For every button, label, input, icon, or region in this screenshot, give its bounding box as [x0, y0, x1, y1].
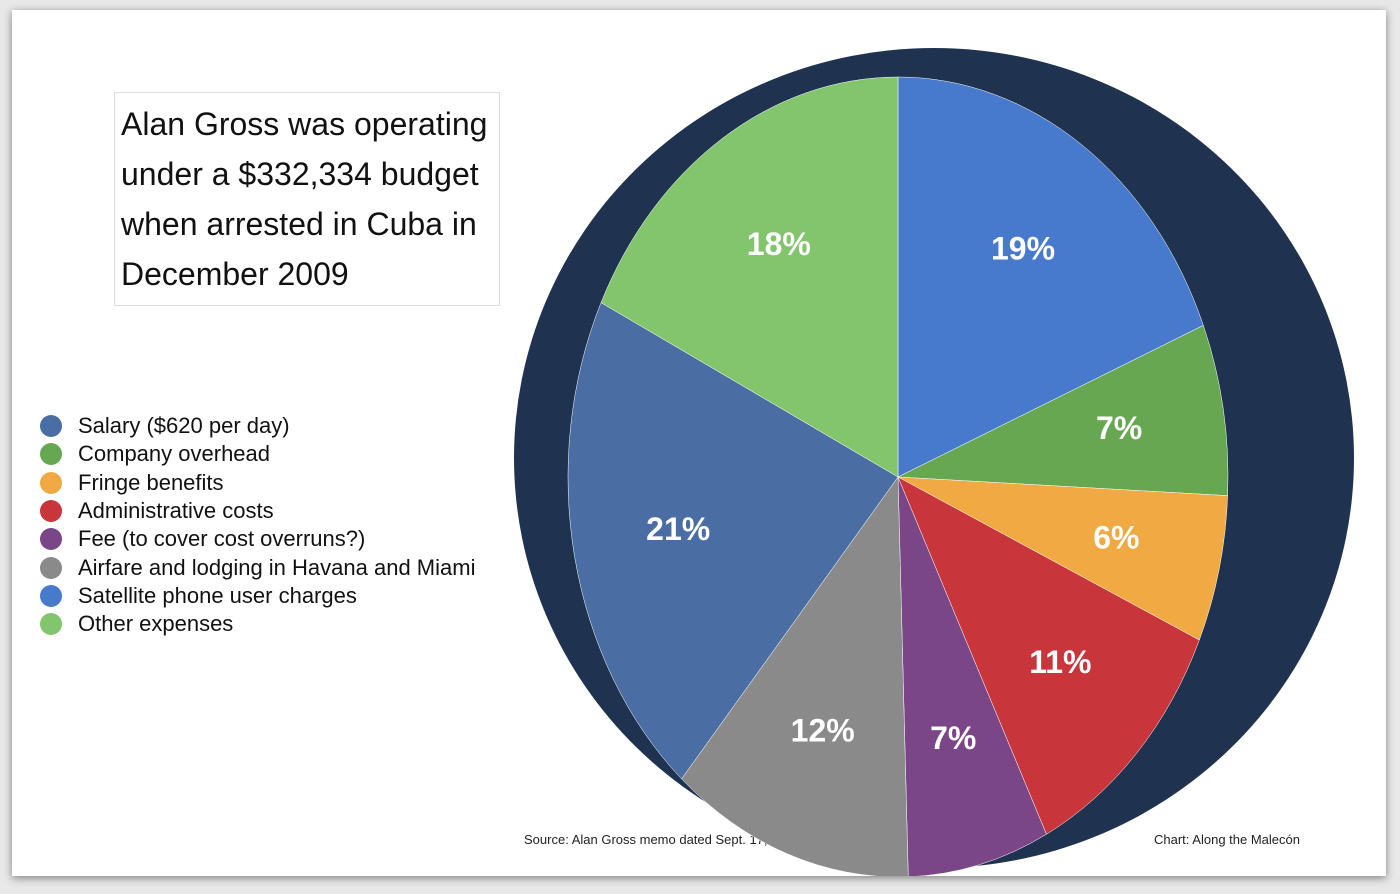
pie-slice: [567, 302, 899, 780]
page: Alan Gross was operating under a $332,33…: [12, 10, 1386, 876]
pie-slice: [600, 76, 899, 478]
legend-swatch: [40, 584, 62, 607]
chart-title: Alan Gross was operating under a $332,33…: [114, 92, 500, 306]
legend-swatch: [40, 443, 62, 466]
legend-swatch: [40, 415, 62, 438]
legend-label: Fee (to cover cost overruns?): [78, 526, 366, 552]
slice-label: 7%: [930, 720, 976, 756]
pie-slice: [681, 476, 909, 876]
legend: Salary ($620 per day) Company overhead Fri…: [40, 412, 475, 638]
slice-label: 11%: [1029, 644, 1091, 680]
legend-item: Satellite phone user charges: [40, 582, 475, 610]
pie-slice: [897, 76, 1204, 478]
legend-swatch: [40, 556, 62, 579]
legend-swatch: [40, 613, 62, 636]
legend-item: Salary ($620 per day): [40, 412, 475, 440]
legend-item: Company overhead: [40, 440, 475, 468]
slice-label: 12%: [791, 713, 855, 749]
legend-swatch: [40, 528, 62, 551]
pie-slice: [897, 476, 1228, 641]
credit-note: Chart: Along the Malecón: [1154, 832, 1300, 847]
legend-item: Fringe benefits: [40, 469, 475, 497]
legend-item: Airfare and lodging in Havana and Miami: [40, 553, 475, 581]
legend-swatch: [40, 471, 62, 494]
legend-swatch: [40, 500, 62, 523]
legend-label: Company overhead: [78, 441, 271, 467]
pie-slice: [897, 325, 1229, 496]
legend-item: Other expenses: [40, 610, 475, 638]
slice-label: 18%: [747, 226, 811, 262]
pie-chart: 19% 7% 6% 11% 7% 12% 21% 18%: [514, 48, 1354, 876]
slice-label: 6%: [1093, 519, 1139, 555]
legend-label: Satellite phone user charges: [78, 582, 357, 608]
legend-label: Other expenses: [78, 611, 234, 637]
legend-label: Fringe benefits: [78, 469, 224, 495]
legend-label: Salary ($620 per day): [78, 413, 290, 439]
pie-slice: [897, 476, 1200, 835]
legend-label: Airfare and lodging in Havana and Miami: [78, 554, 476, 580]
slice-label: 21%: [646, 511, 710, 547]
source-note: Source: Alan Gross memo dated Sept. 17, …: [524, 832, 801, 847]
legend-item: Administrative costs: [40, 497, 475, 525]
slice-label: 7%: [1096, 410, 1142, 446]
legend-label: Administrative costs: [78, 498, 274, 524]
slice-label: 19%: [991, 231, 1055, 267]
legend-item: Fee (to cover cost overruns?): [40, 525, 475, 553]
pie-slice: [897, 476, 1047, 876]
